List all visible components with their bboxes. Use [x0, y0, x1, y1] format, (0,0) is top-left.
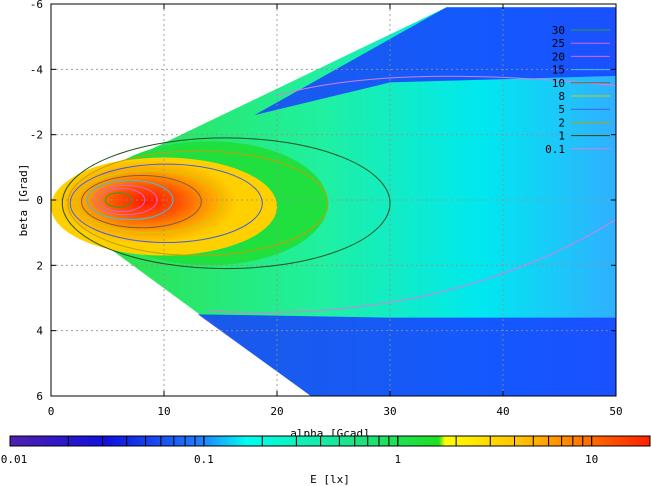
y-tick-label: 0 — [36, 194, 43, 207]
y-tick-label: 4 — [36, 325, 43, 338]
colorbar-label: E [lx] — [310, 473, 350, 486]
grid — [51, 4, 616, 396]
colorbar — [9, 435, 651, 447]
x-tick-label: 40 — [496, 405, 509, 418]
contour-line — [81, 175, 202, 229]
contour-line — [61, 137, 391, 270]
colorbar-tick-label: 0.1 — [194, 453, 214, 466]
legend-label: 20 — [552, 50, 565, 63]
y-tick-label: 6 — [36, 390, 43, 403]
colorbar-tick-label: 1 — [394, 453, 401, 466]
legend-label: 1 — [558, 130, 565, 143]
x-tick-label: 30 — [383, 405, 396, 418]
colorbar-tick-label: 10 — [585, 453, 598, 466]
legend-label: 8 — [558, 90, 565, 103]
contours — [61, 75, 616, 313]
legend-label: 15 — [552, 64, 565, 77]
legend-label: 25 — [552, 37, 565, 50]
heatmap-surface — [51, 7, 616, 396]
contour-line — [67, 150, 329, 257]
legend-label: 2 — [558, 116, 565, 129]
contour-line-outer-bottom — [209, 219, 616, 313]
x-tick-label: 0 — [48, 405, 55, 418]
legend-label: 0.1 — [545, 143, 565, 156]
x-tick-label: 10 — [157, 405, 170, 418]
heatmap-fringe-top — [254, 7, 616, 116]
colorbar-ticks: 0.01 0.1 1 10 — [1, 436, 651, 466]
y-axis-label: beta [Grad] — [17, 164, 30, 237]
contour-line — [104, 192, 133, 208]
legend-label: 10 — [552, 77, 565, 90]
contour-line — [69, 163, 263, 243]
contour-line — [99, 188, 146, 212]
x-tick-label: 50 — [609, 405, 622, 418]
y-tick-label: -2 — [30, 129, 43, 142]
contour-line — [86, 179, 174, 221]
legend-label: 30 — [552, 24, 565, 37]
y-tick-label: -6 — [30, 0, 43, 11]
y-tick-label: -4 — [30, 63, 44, 76]
colorbar-tick-label: 0.01 — [1, 453, 28, 466]
legend-label: 5 — [558, 103, 565, 116]
y-tick-label: 2 — [36, 259, 43, 272]
heatmap-cone — [79, 7, 616, 396]
axis-ticks: 0 10 20 30 40 50 -6 -4 -2 0 2 4 6 — [30, 0, 623, 418]
heatmap-fringe-bottom — [197, 314, 616, 396]
contour-line — [76, 170, 225, 234]
contour-line — [93, 184, 158, 216]
heatmap-hot-zone — [56, 159, 238, 245]
x-tick-label: 20 — [270, 405, 283, 418]
contour-line-outer-top — [276, 75, 616, 96]
